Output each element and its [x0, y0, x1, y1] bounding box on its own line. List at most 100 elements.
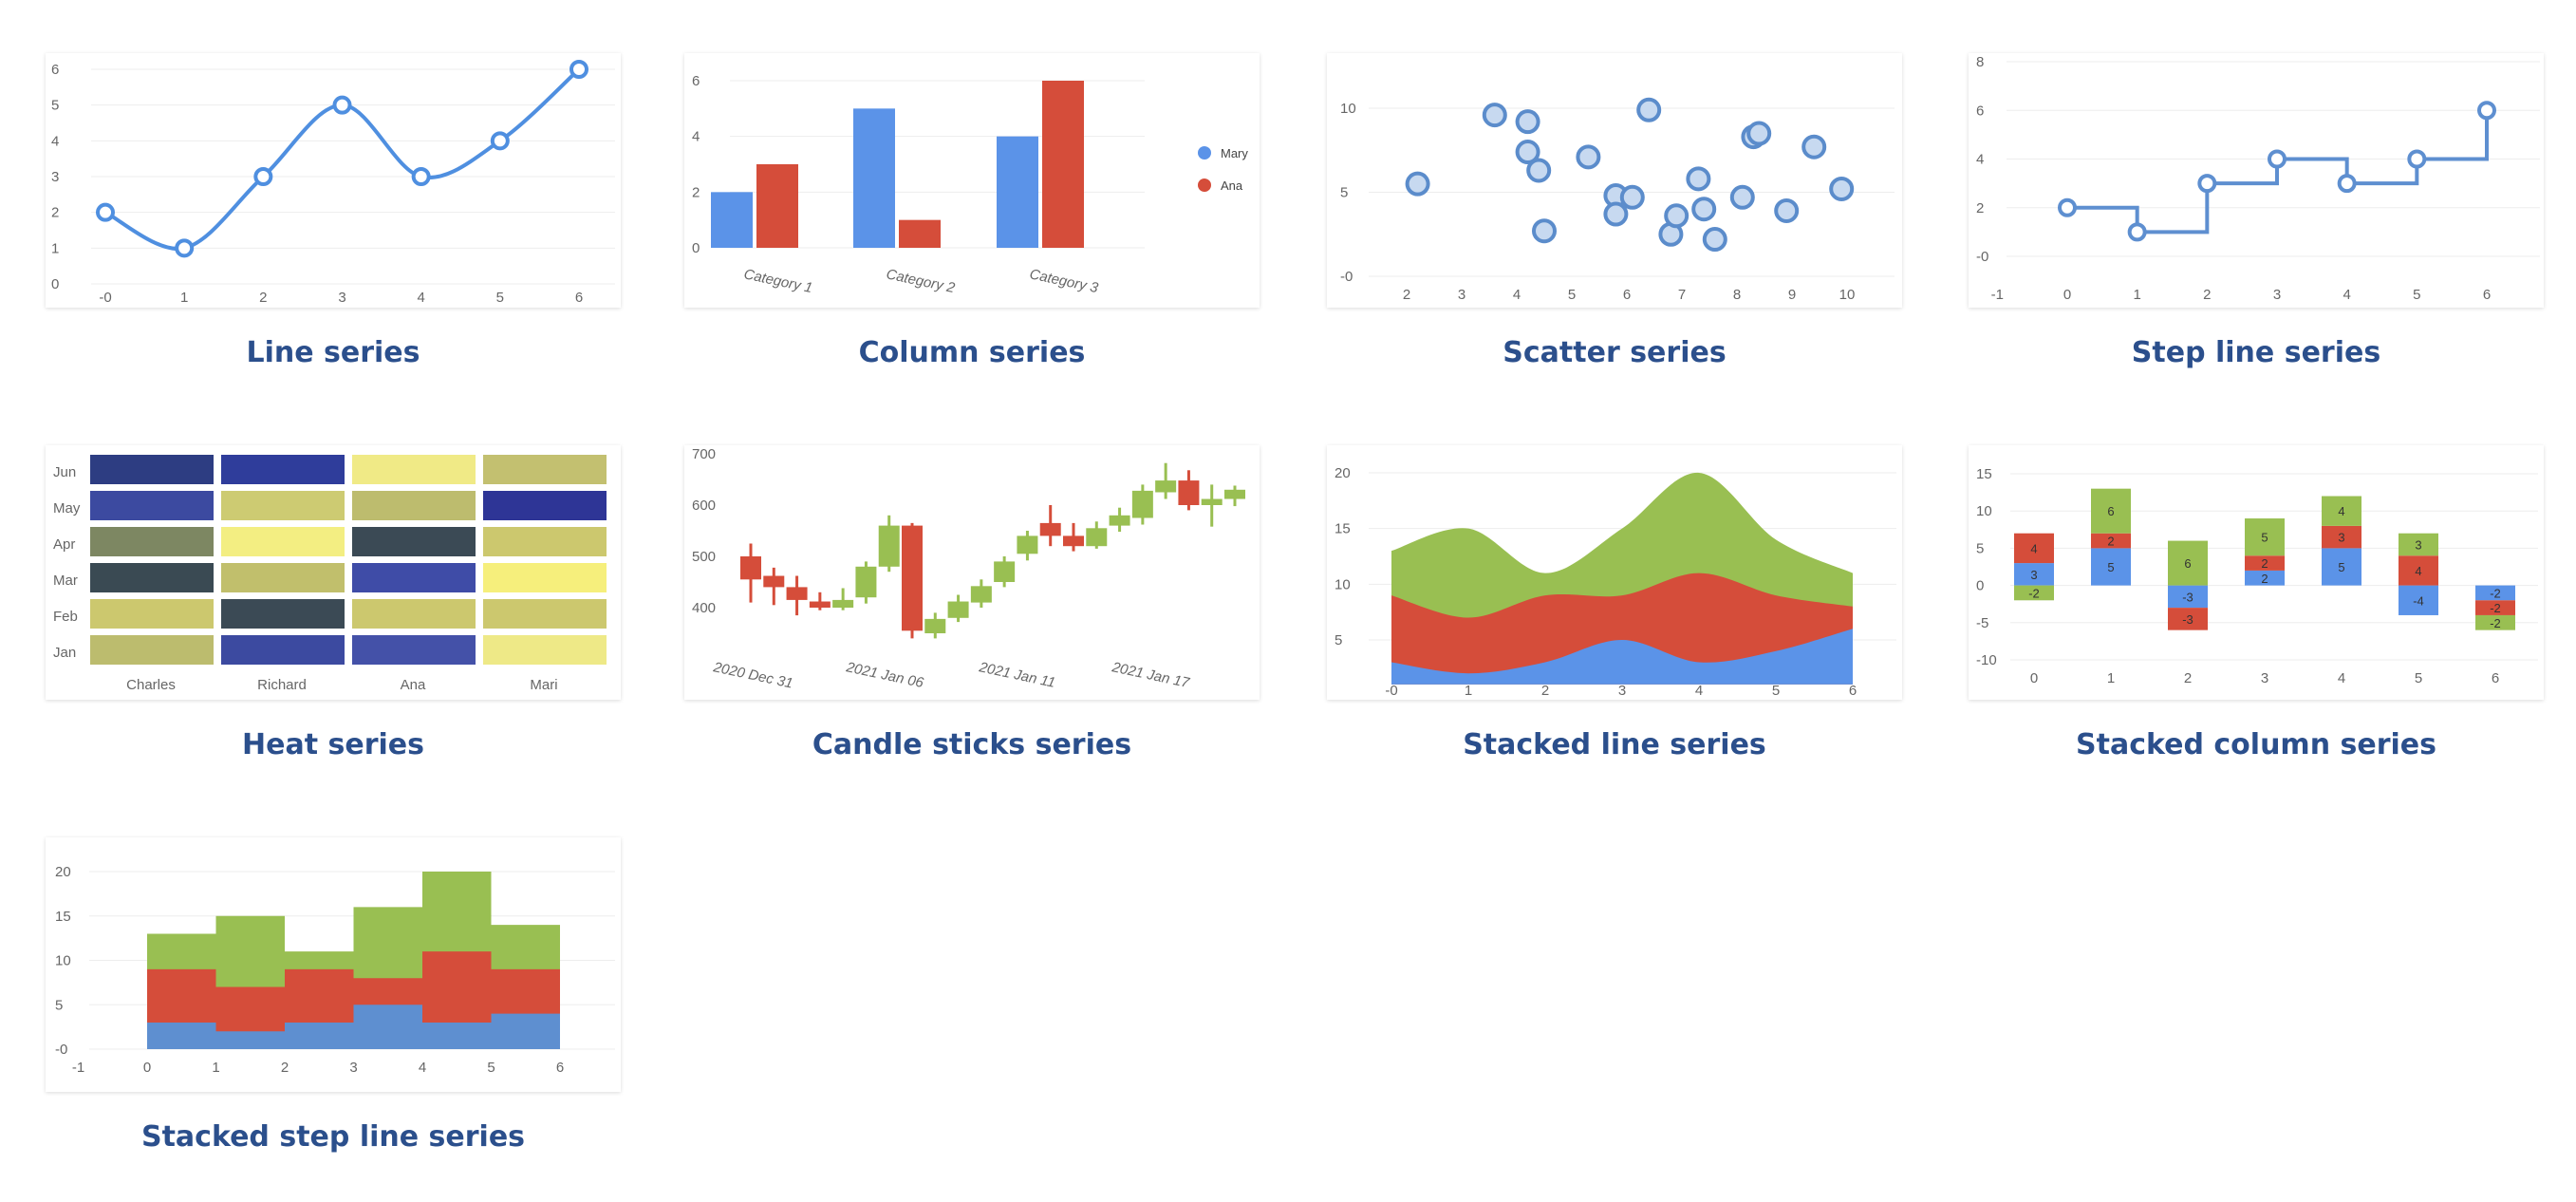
y-tick-label: 10: [1340, 101, 1356, 117]
y-tick-label: 2: [51, 205, 59, 221]
bar-value-label: 5: [2338, 560, 2344, 574]
legend-marker-ana: [1198, 178, 1211, 192]
bar-value-label: 5: [2107, 560, 2114, 574]
stacked-bar-segment: [2245, 555, 2285, 571]
candle-body: [1178, 480, 1200, 505]
heat-cell: [90, 455, 214, 484]
candle-body: [1039, 522, 1061, 536]
x-tick-label: 9: [1788, 287, 1796, 303]
stacked-bar-segment: [2475, 600, 2515, 615]
y-tick-label: -5: [1976, 615, 1988, 631]
y-tick-label: 6: [51, 62, 59, 78]
scatter-point: [1515, 109, 1540, 135]
x-tick-label: 0: [143, 1060, 151, 1076]
data-point: [96, 202, 115, 222]
bar-value-label: 6: [2107, 504, 2114, 518]
data-point: [2058, 197, 2077, 217]
x-tick-label: 2021 Jan 11: [977, 659, 1056, 691]
y-tick-label: 2: [1976, 200, 1984, 216]
bar-mary: [853, 108, 895, 248]
x-tick-label: 2020 Dec 31: [711, 659, 794, 692]
data-point: [332, 95, 352, 115]
candle-body: [1086, 528, 1108, 547]
stacked-area-0: [1391, 629, 1853, 685]
y-tick-label: 10: [1976, 503, 1992, 519]
x-tick-label: 1: [180, 290, 188, 306]
x-category-label: Ana: [401, 677, 426, 693]
heat-cell: [221, 491, 345, 520]
x-tick-label: 3: [2273, 287, 2281, 303]
stacked-bar-segment: [2245, 518, 2285, 556]
y-tick-label: 4: [51, 133, 59, 149]
heat-chart: Jun May Apr Mar Feb Jan Charles Richard Ana Mari: [53, 455, 607, 693]
scatter-point: [1829, 176, 1855, 201]
stacked-bar-segment: [2475, 585, 2515, 601]
data-point: [2268, 149, 2287, 169]
stacked-bar-segment: [2168, 585, 2208, 609]
data-point: [2337, 174, 2357, 194]
stacked-bar-segment: [2475, 614, 2515, 630]
heat-cell: [483, 599, 607, 629]
heat-cell: [221, 599, 345, 629]
bar-value-label: -2: [2490, 616, 2501, 630]
heat-chart-card: Jun May Apr Mar Feb Jan Charles Richard Ana Mari: [46, 445, 621, 700]
stacked-bar-segment: [2091, 488, 2131, 534]
x-tick-label: 0: [2063, 287, 2071, 303]
x-tick-label: 6: [556, 1060, 564, 1076]
line-chart: 0 1 2 3 4 5 6 -0 1 2 3 4 5 6: [51, 60, 615, 306]
candle-body: [809, 601, 831, 608]
data-point: [411, 167, 431, 186]
candle-body: [1201, 498, 1223, 505]
bar-mary: [711, 192, 753, 248]
bar-ana: [756, 164, 798, 248]
stacked-bar-segment: [2091, 533, 2131, 549]
data-point: [175, 238, 195, 258]
bar-value-label: 4: [2338, 504, 2344, 518]
y-tick-label: 0: [51, 276, 59, 292]
data-point: [2477, 101, 2496, 121]
stacked-bar-segment: [2399, 585, 2438, 615]
scatter-point: [1526, 158, 1552, 183]
stacked-bar-segment: [2168, 608, 2208, 630]
bar-value-label: -2: [2490, 586, 2501, 600]
scatter-point: [1686, 166, 1711, 192]
stackedline-chart-title: Stacked line series: [1463, 728, 1766, 761]
column-chart-title: Column series: [858, 336, 1086, 369]
scatter-point: [1619, 184, 1645, 210]
bar-value-label: 2: [2261, 572, 2268, 586]
heat-cell: [352, 635, 476, 665]
legend-label-mary: Mary: [1221, 146, 1248, 160]
x-tick-label: Category 1: [742, 266, 813, 296]
column-chart: 0 2 4 6 Category 1 Category 2 Category 3 Mary An…: [692, 73, 1248, 296]
bar-value-label: 2: [2107, 535, 2114, 549]
stacked-bar-segment: [2245, 570, 2285, 586]
x-tick-label: 2: [1541, 683, 1549, 699]
x-tick-label: 5: [2415, 670, 2422, 686]
scatter-point: [1691, 197, 1717, 222]
x-tick-label: 2: [259, 290, 267, 306]
stacked-bar-segment: [2399, 533, 2438, 556]
y-tick-label: 0: [692, 240, 700, 256]
candle-body: [1155, 480, 1177, 493]
y-tick-label: 1: [51, 240, 59, 256]
stackedstep-chart-card: -0 5 10 15 20 -1 0 1 2 3 4 5 6: [46, 837, 621, 1092]
stackedcolumn-chart-card: -10 -5 0 5 10 15 0 3 4 -2 1 5 2 6 2 -3 -3 6 3 2 2 5 4 5 3 4 5 -4 4 3 6…: [1969, 445, 2544, 700]
scatter-point: [1636, 97, 1662, 122]
line-chart-card: 0 1 2 3 4 5 6 -0 1 2 3 4 5 6: [46, 53, 621, 308]
candle-body: [1109, 515, 1130, 526]
y-tick-label: 4: [1976, 152, 1984, 168]
heat-cell: [90, 563, 214, 592]
x-tick-label: 2021 Jan 06: [844, 659, 925, 691]
x-tick-label: 0: [2030, 670, 2038, 686]
y-tick-label: 6: [1976, 103, 1984, 119]
stacked-bar-segment: [2168, 540, 2208, 586]
candle-body: [1224, 489, 1245, 499]
x-tick-label: 6: [575, 290, 583, 306]
data-point: [490, 131, 510, 151]
bar-value-label: 5: [2261, 531, 2268, 545]
stackedline-chart: 5 10 15 20 -0 1 2 3 4 5 6: [1335, 465, 1896, 699]
stacked-bar-segment: [2014, 585, 2054, 601]
x-tick-label: 3: [1458, 287, 1465, 303]
y-tick-label: 700: [692, 446, 716, 462]
x-tick-label: 1: [2107, 670, 2115, 686]
